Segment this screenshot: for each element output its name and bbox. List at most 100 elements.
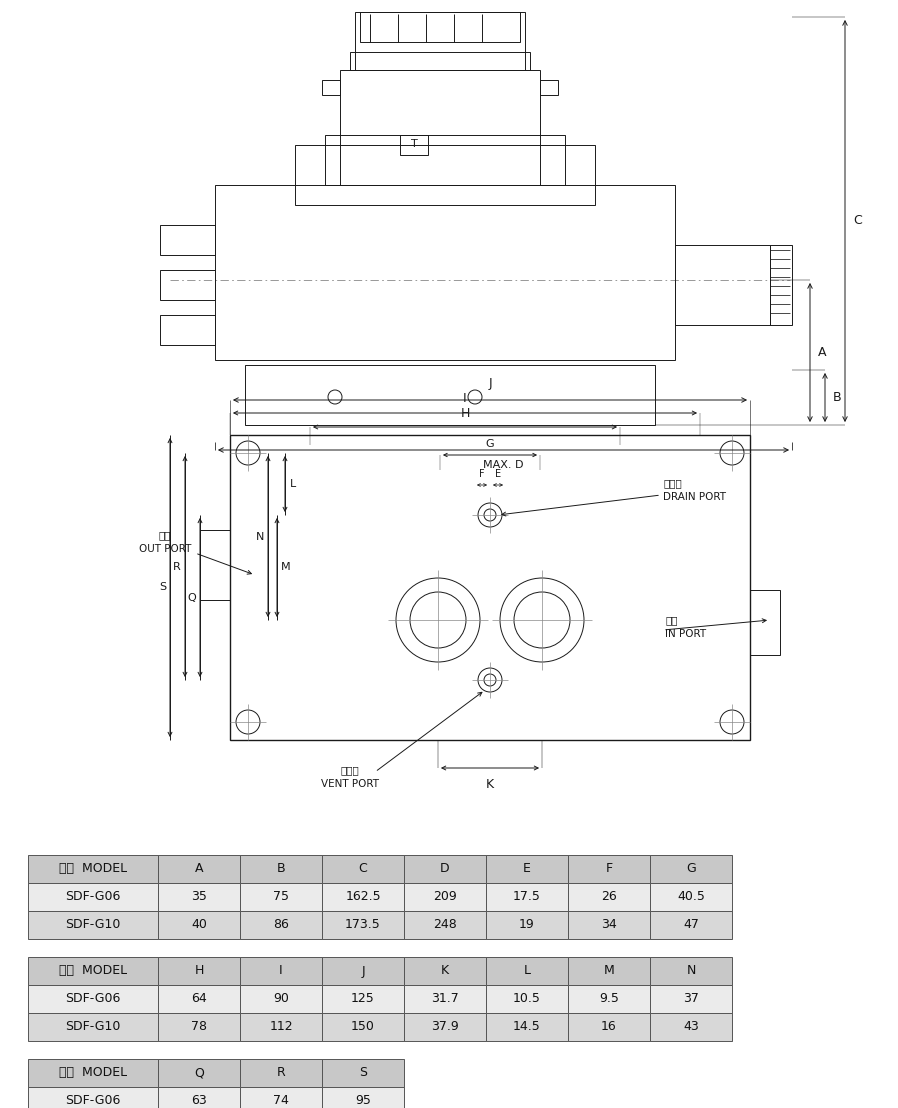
Bar <box>650 911 732 938</box>
Bar <box>322 883 404 911</box>
Bar <box>158 1059 240 1087</box>
Bar <box>240 1087 322 1108</box>
Text: 125: 125 <box>351 993 374 1005</box>
Bar <box>230 435 750 740</box>
Text: 209: 209 <box>433 891 457 903</box>
Text: S: S <box>359 1067 367 1079</box>
Text: M: M <box>603 964 614 977</box>
Bar <box>322 80 340 95</box>
Bar <box>650 883 732 911</box>
Text: 9.5: 9.5 <box>599 993 619 1005</box>
Text: Q: Q <box>194 1067 204 1079</box>
Bar <box>28 911 158 938</box>
Bar <box>486 855 568 883</box>
Bar <box>400 135 428 155</box>
Text: 112: 112 <box>269 1020 293 1034</box>
Bar <box>486 883 568 911</box>
Bar <box>322 911 404 938</box>
Text: 洩流孔: 洩流孔 <box>663 478 682 488</box>
Bar <box>568 985 650 1013</box>
Bar <box>486 985 568 1013</box>
Text: 63: 63 <box>191 1095 207 1108</box>
Text: 14.5: 14.5 <box>513 1020 541 1034</box>
Text: 入口: 入口 <box>665 615 677 625</box>
Text: SDF-G10: SDF-G10 <box>66 1020 120 1034</box>
Text: 搖控孔: 搖控孔 <box>340 765 359 774</box>
Text: 90: 90 <box>273 993 289 1005</box>
Text: 95: 95 <box>355 1095 371 1108</box>
Bar <box>568 957 650 985</box>
Bar <box>675 245 770 325</box>
Bar <box>770 245 792 325</box>
Bar <box>568 855 650 883</box>
Text: T: T <box>410 138 418 148</box>
Bar <box>158 985 240 1013</box>
Bar <box>568 1013 650 1042</box>
Text: Q: Q <box>188 593 196 603</box>
Bar <box>200 530 230 601</box>
Text: 173.5: 173.5 <box>345 919 381 932</box>
Text: J: J <box>361 964 365 977</box>
Bar <box>28 855 158 883</box>
Bar <box>568 883 650 911</box>
Text: F: F <box>480 469 485 479</box>
Text: H: H <box>461 407 470 420</box>
Text: N: N <box>256 532 264 542</box>
Text: OUT PORT: OUT PORT <box>139 544 191 554</box>
Text: A: A <box>818 346 826 359</box>
Text: K: K <box>486 778 494 791</box>
Text: 78: 78 <box>191 1020 207 1034</box>
Bar <box>28 957 158 985</box>
Text: 40.5: 40.5 <box>677 891 705 903</box>
Text: SDF-G06: SDF-G06 <box>66 1095 120 1108</box>
Bar <box>158 1013 240 1042</box>
Text: 74: 74 <box>273 1095 289 1108</box>
Bar <box>404 911 486 938</box>
Text: I: I <box>463 392 467 406</box>
Text: L: L <box>290 479 296 489</box>
Bar <box>540 80 558 95</box>
Text: B: B <box>833 391 841 404</box>
Text: M: M <box>281 563 291 573</box>
Bar <box>486 957 568 985</box>
Bar <box>404 1013 486 1042</box>
Bar <box>160 270 215 300</box>
Text: H: H <box>194 964 204 977</box>
Bar <box>355 12 525 70</box>
Text: S: S <box>159 583 166 593</box>
Text: 37: 37 <box>683 993 699 1005</box>
Bar <box>28 1013 158 1042</box>
Bar <box>240 957 322 985</box>
Bar <box>28 1059 158 1087</box>
Bar <box>404 957 486 985</box>
Text: I: I <box>279 964 283 977</box>
Bar <box>158 855 240 883</box>
Text: 31.7: 31.7 <box>431 993 459 1005</box>
Text: K: K <box>441 964 449 977</box>
Text: 40: 40 <box>191 919 207 932</box>
Text: J: J <box>489 377 492 390</box>
Text: D: D <box>440 862 450 875</box>
Bar <box>160 225 215 255</box>
Bar <box>322 1087 404 1108</box>
Text: 35: 35 <box>191 891 207 903</box>
Text: 86: 86 <box>273 919 289 932</box>
Bar <box>240 855 322 883</box>
Bar <box>486 1013 568 1042</box>
Bar <box>650 985 732 1013</box>
Bar <box>158 883 240 911</box>
Text: 150: 150 <box>351 1020 375 1034</box>
Bar <box>404 855 486 883</box>
Bar <box>325 135 565 185</box>
Bar <box>650 1013 732 1042</box>
Bar <box>158 1087 240 1108</box>
Text: 75: 75 <box>273 891 289 903</box>
Text: E: E <box>495 469 501 479</box>
Text: SDF-G10: SDF-G10 <box>66 919 120 932</box>
Text: 19: 19 <box>519 919 535 932</box>
Bar <box>322 957 404 985</box>
Text: C: C <box>853 215 862 227</box>
Text: SDF-G06: SDF-G06 <box>66 891 120 903</box>
Text: A: A <box>195 862 203 875</box>
Text: DRAIN PORT: DRAIN PORT <box>663 492 726 502</box>
